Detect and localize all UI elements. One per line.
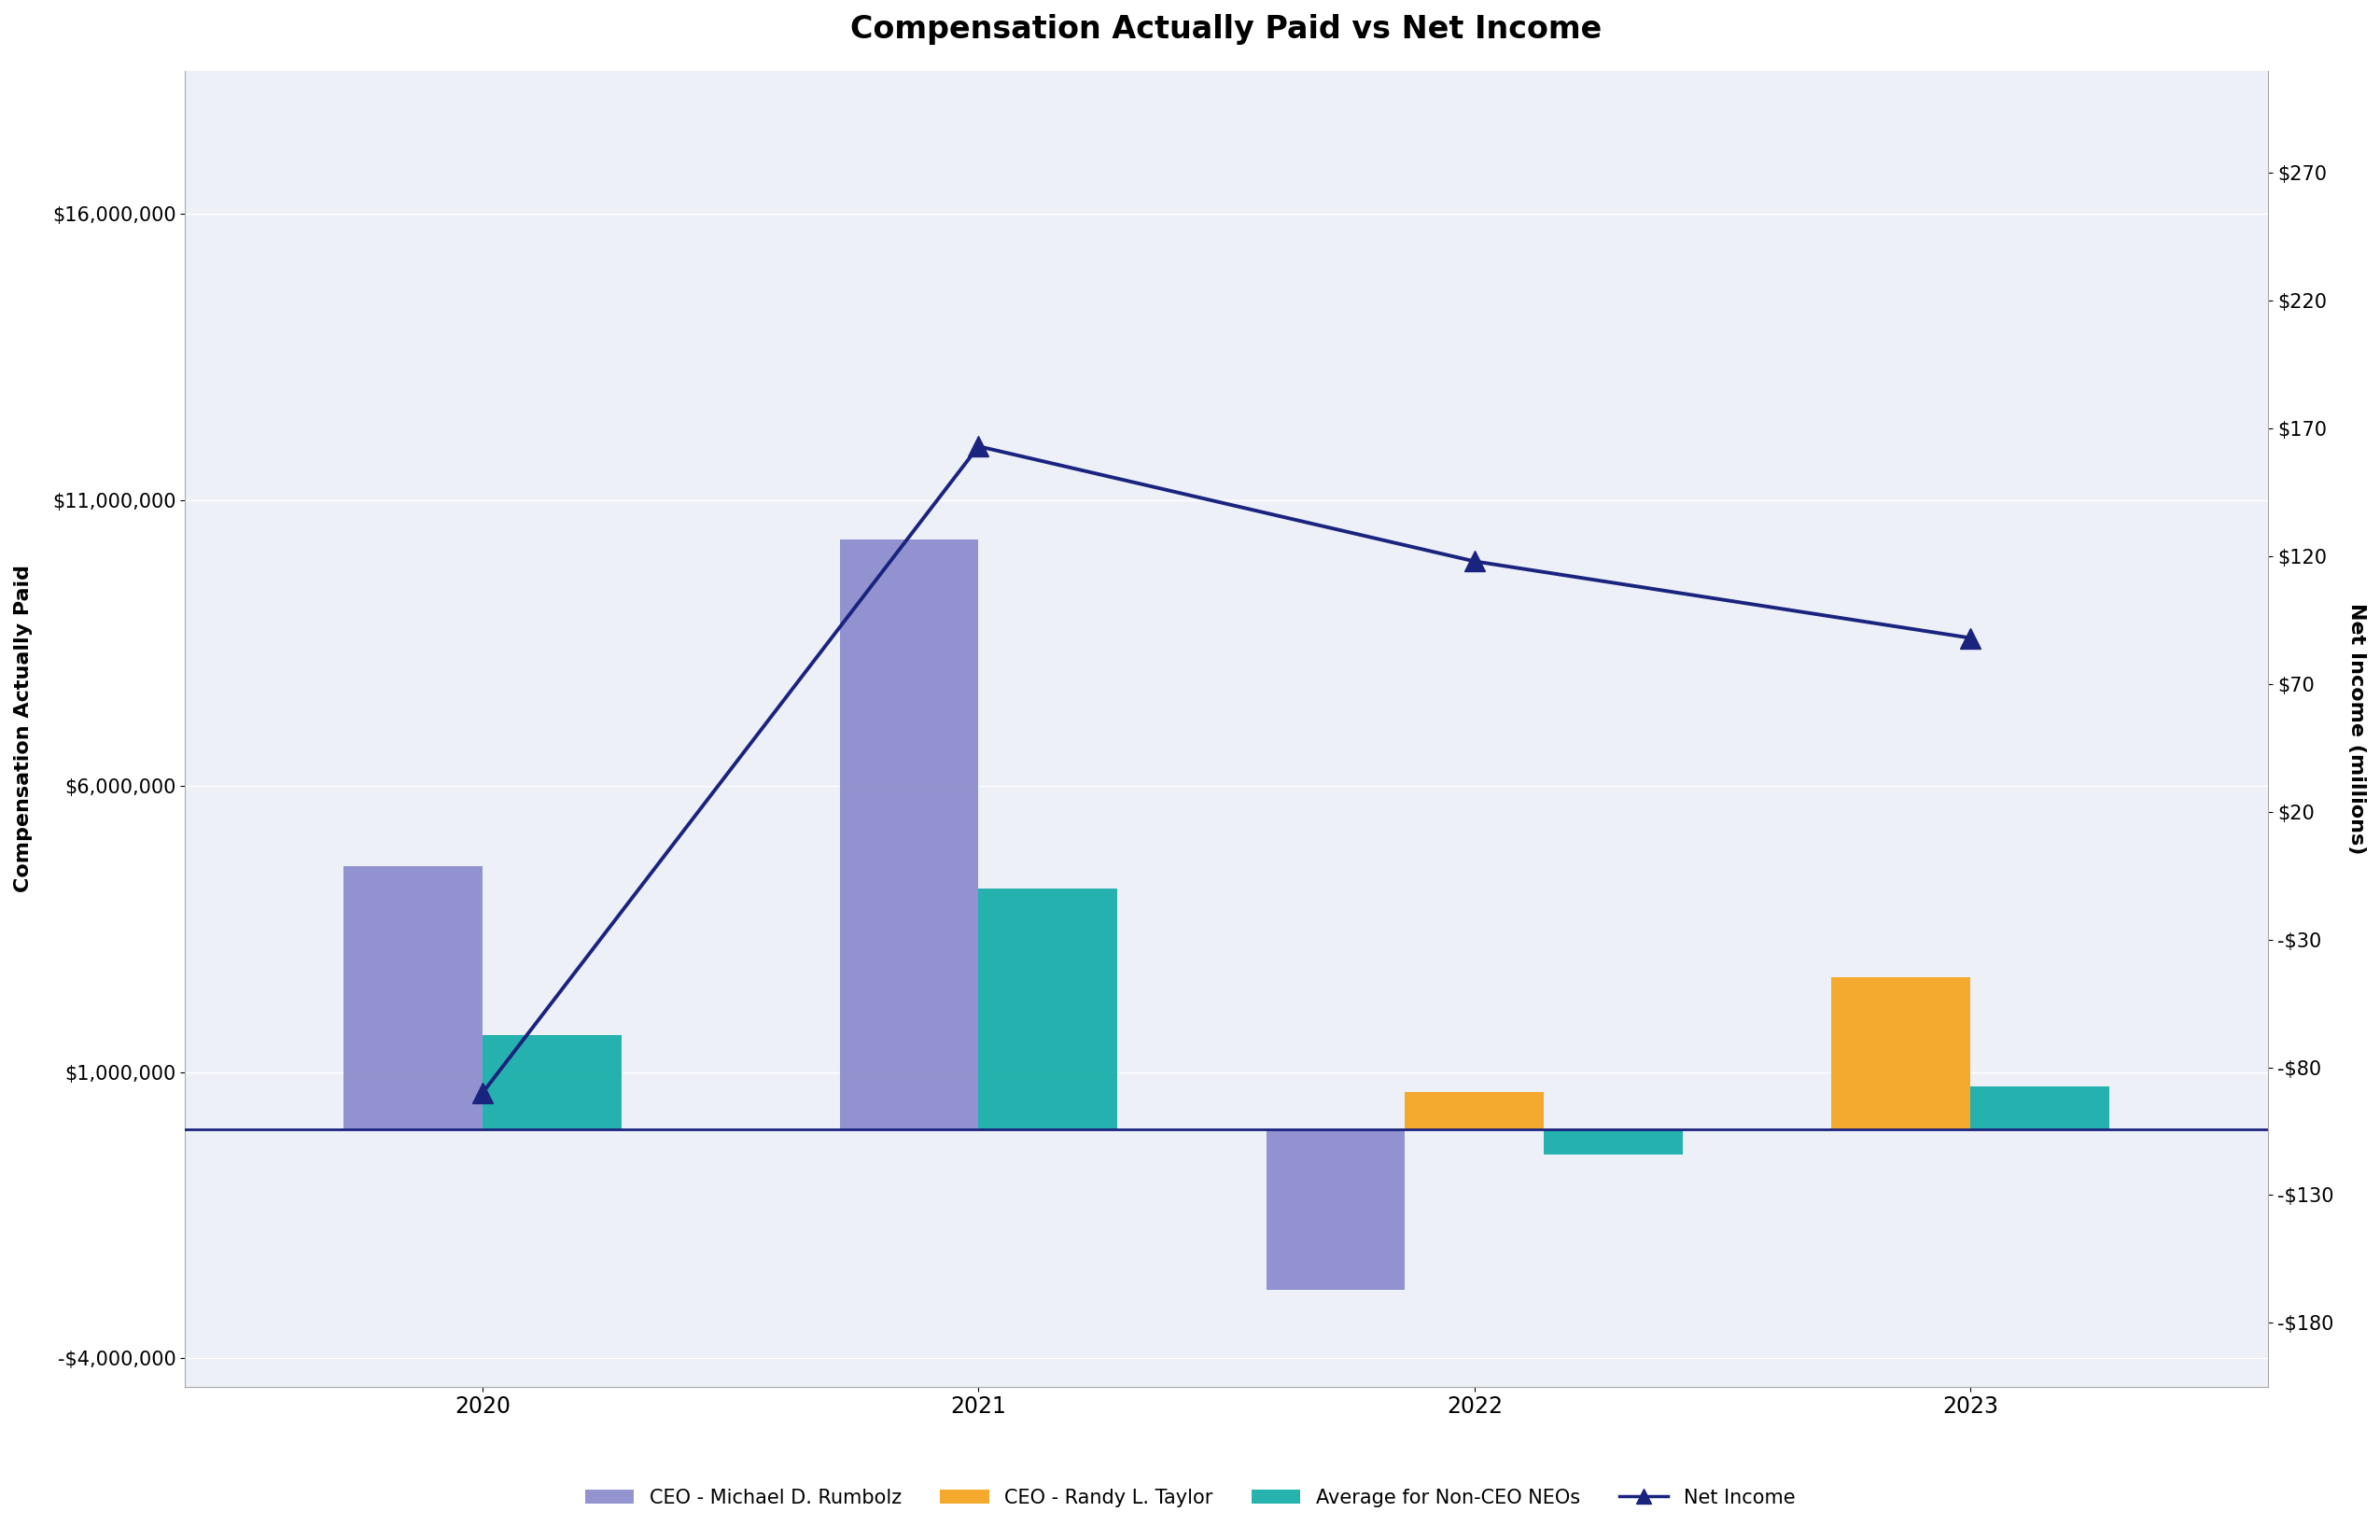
Bar: [483, 1035, 621, 1129]
Y-axis label: Net Income (millions): Net Income (millions): [2347, 604, 2366, 855]
Bar: [840, 541, 978, 1129]
Bar: [1833, 978, 1971, 1129]
Bar: [978, 889, 1116, 1129]
Bar: [343, 865, 483, 1129]
Legend: CEO - Michael D. Rumbolz, CEO - Randy L. Taylor, Average for Non-CEO NEOs, Net I: CEO - Michael D. Rumbolz, CEO - Randy L.…: [578, 1480, 1802, 1515]
Bar: [1545, 1129, 1683, 1155]
Bar: [1404, 1092, 1545, 1129]
Bar: [1266, 1129, 1404, 1289]
Y-axis label: Compensation Actually Paid: Compensation Actually Paid: [14, 565, 33, 893]
Bar: [1971, 1086, 2109, 1129]
Title: Compensation Actually Paid vs Net Income: Compensation Actually Paid vs Net Income: [850, 14, 1602, 45]
